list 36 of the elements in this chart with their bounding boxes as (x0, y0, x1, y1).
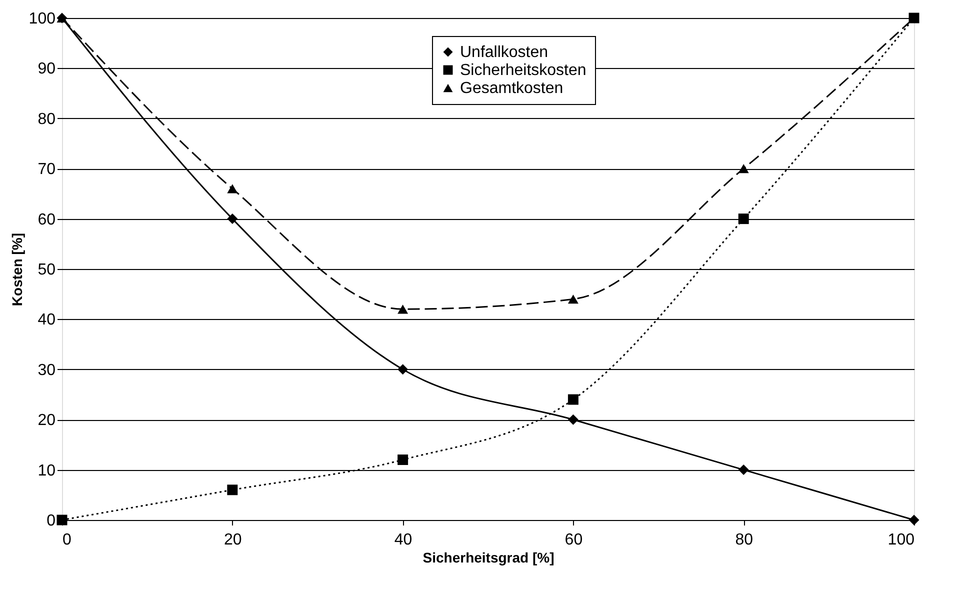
legend-label: Gesamtkosten (460, 80, 564, 97)
x-tick-label: 0 (62, 532, 72, 548)
y-tick-label: 10 (38, 462, 56, 480)
y-tick-label: 20 (38, 412, 56, 430)
x-tick-label: 20 (224, 532, 242, 548)
x-tick-label: 80 (735, 532, 754, 548)
x-tick-label: 40 (394, 532, 412, 548)
legend-label: Sicherheitskosten (460, 62, 586, 79)
point (227, 214, 238, 224)
y-tick-label: 100 (28, 10, 56, 28)
y-axis-title: Kosten [%] (8, 232, 25, 306)
point (568, 414, 578, 425)
point (908, 514, 920, 526)
point (568, 394, 578, 405)
y-tick-label: 40 (38, 312, 56, 329)
x-axis-title: Sicherheitsgrad [%] (422, 550, 554, 566)
point (227, 184, 238, 194)
x-tick-label: 100 (888, 532, 915, 548)
y-tick-label: 90 (38, 60, 56, 78)
x-tick-label: 60 (564, 532, 583, 548)
y-tick-label: 80 (38, 110, 56, 128)
point (738, 464, 749, 476)
legend-label: Unfallkosten (460, 44, 548, 61)
point (227, 484, 238, 496)
point (56, 514, 68, 526)
y-tick-label: 50 (38, 262, 56, 278)
point (738, 164, 749, 174)
y-tick-label: 0 (46, 512, 56, 530)
point (568, 294, 578, 304)
point (398, 364, 408, 375)
point (398, 454, 408, 466)
y-tick-label: 60 (38, 211, 56, 228)
y-tick-label: 70 (38, 161, 56, 178)
y-tick-label: 30 (38, 362, 56, 379)
point (398, 304, 408, 314)
point (738, 214, 749, 224)
